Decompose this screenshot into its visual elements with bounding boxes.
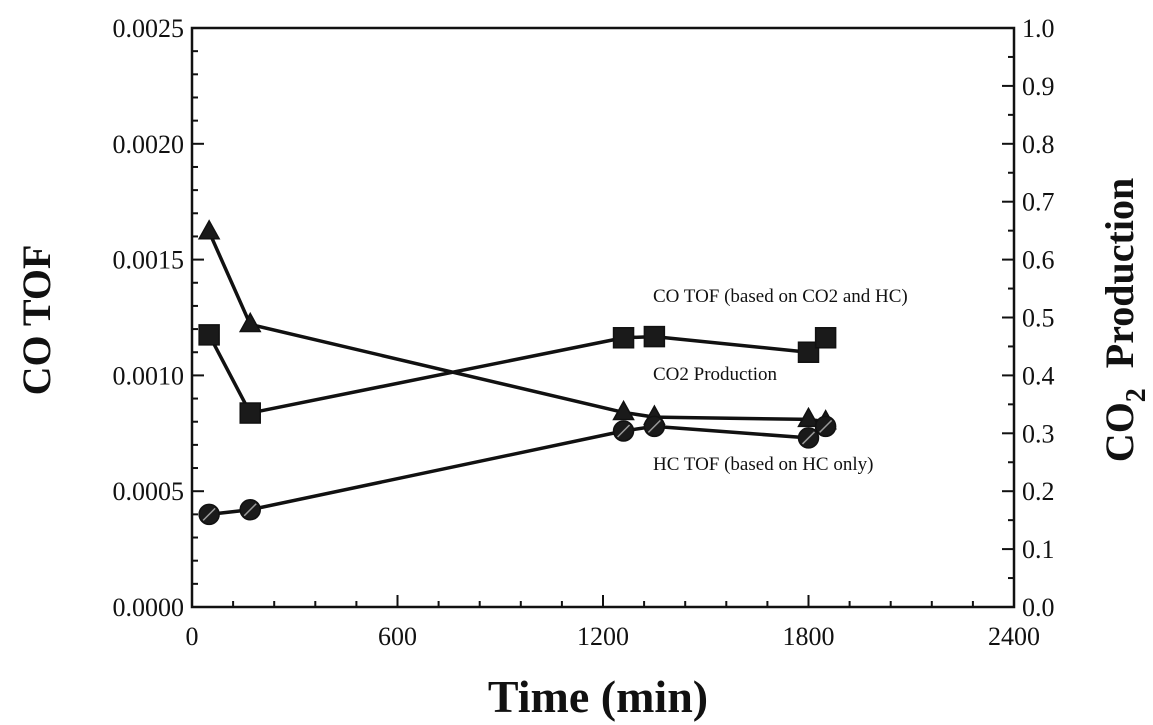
x-axis-title: Time (min) xyxy=(488,671,708,722)
y-right-title-subscript: 2 xyxy=(1121,388,1152,402)
data-point-co2-production xyxy=(814,327,837,349)
x-tick-label: 0 xyxy=(186,622,199,651)
data-point-hc-tof xyxy=(797,427,820,449)
annotation-co2-production: CO2 Production xyxy=(653,364,778,385)
y-right-title-suffix: Production xyxy=(1097,178,1142,388)
data-point-co2-production xyxy=(797,341,820,363)
data-point-cross xyxy=(819,419,833,433)
y-right-tick-label: 0.6 xyxy=(1022,246,1055,275)
y-right-tick-label: 0.9 xyxy=(1022,72,1055,101)
y-right-tick-label: 0.0 xyxy=(1022,593,1055,622)
data-point-co-tof xyxy=(797,406,820,428)
data-point-hc-tof xyxy=(612,420,635,442)
data-point-hc-tof xyxy=(239,498,261,521)
series-hc-tof xyxy=(198,415,837,526)
data-point-co-tof xyxy=(238,311,262,333)
plot-frame xyxy=(190,26,1016,609)
plot-border xyxy=(190,26,1016,609)
data-point-co-tof xyxy=(197,219,221,240)
data-point-co-tof xyxy=(612,399,635,421)
series-co2-production xyxy=(198,324,837,424)
y-left-tick-label: 0.0010 xyxy=(113,361,185,390)
axis-ticks xyxy=(191,27,1015,608)
y-right-tick-labels: 0.0 0.1 0.2 0.3 0.4 0.5 0.6 0.7 0.8 0.9 1.0 xyxy=(1022,14,1055,622)
y-right-title-base: CO xyxy=(1097,402,1142,462)
x-tick-label: 1800 xyxy=(783,622,835,651)
y-left-tick-labels: 0.0000 0.0005 0.0010 0.0015 0.0020 0.0025 xyxy=(113,14,185,622)
series-line-co-tof xyxy=(207,231,826,424)
y-right-axis-title: CO2 Production xyxy=(1097,178,1152,462)
y-right-tick-label: 0.3 xyxy=(1022,419,1055,448)
data-point-co2-production xyxy=(643,325,666,348)
data-point-co2-production xyxy=(198,324,220,346)
y-left-tick-label: 0.0005 xyxy=(113,477,185,506)
data-point-hc-tof xyxy=(198,503,220,526)
data-point-cross xyxy=(243,503,257,517)
y-left-tick-label: 0.0020 xyxy=(113,130,185,159)
x-tick-label: 2400 xyxy=(988,622,1040,651)
data-point-cross xyxy=(801,431,816,445)
y-left-axis-title: CO TOF xyxy=(14,245,59,396)
annotation-co-tof: CO TOF (based on CO2 and HC) xyxy=(653,286,908,307)
x-tick-label: 600 xyxy=(378,622,417,651)
y-right-tick-label: 0.8 xyxy=(1022,130,1055,159)
x-tick-labels: 0 600 1200 1800 2400 xyxy=(186,622,1041,651)
series-annotations: CO TOF (based on CO2 and HC) CO2 Producti… xyxy=(653,286,908,475)
y-right-tick-label: 0.7 xyxy=(1022,188,1055,217)
data-point-cross xyxy=(617,424,631,438)
y-right-tick-label: 1.0 xyxy=(1022,14,1055,43)
series-layer xyxy=(197,219,837,526)
data-point-hc-tof xyxy=(814,415,837,438)
data-point-hc-tof xyxy=(643,415,666,438)
y-right-tick-label: 0.4 xyxy=(1022,361,1055,390)
data-point-cross xyxy=(202,507,216,521)
y-right-tick-label: 0.2 xyxy=(1022,477,1055,506)
y-right-tick-label: 0.5 xyxy=(1022,304,1055,333)
y-left-tick-label: 0.0015 xyxy=(113,246,185,275)
y-right-tick-label: 0.1 xyxy=(1022,535,1055,564)
data-point-co2-production xyxy=(612,327,635,349)
data-point-co2-production xyxy=(239,402,261,424)
y-left-tick-label: 0.0025 xyxy=(113,14,185,43)
annotation-hc-tof: HC TOF (based on HC only) xyxy=(653,454,873,475)
series-co-tof xyxy=(197,219,837,430)
data-point-cross xyxy=(647,419,661,433)
x-tick-label: 1200 xyxy=(577,622,629,651)
y-left-tick-label: 0.0000 xyxy=(113,593,185,622)
